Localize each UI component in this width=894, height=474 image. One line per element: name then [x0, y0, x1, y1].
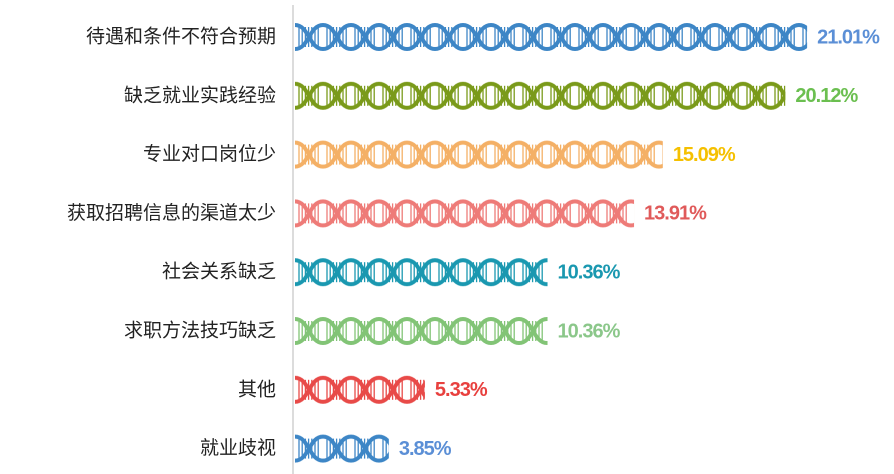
value-label: 20.12% [795, 85, 858, 107]
bar [295, 140, 663, 169]
category-label: 其他 [238, 378, 276, 400]
bar [295, 258, 548, 287]
category-label: 就业歧视 [200, 437, 276, 459]
value-label: 21.01% [817, 26, 880, 48]
value-label: 13.91% [644, 203, 707, 225]
value-label: 3.85% [399, 438, 452, 460]
bar [295, 23, 808, 51]
value-label: 10.36% [558, 261, 621, 283]
bar [295, 375, 425, 404]
bar [295, 199, 635, 228]
category-label: 专业对口岗位少 [143, 143, 276, 165]
category-label: 社会关系缺乏 [162, 261, 276, 283]
category-label: 求职方法技巧缺乏 [124, 320, 276, 342]
bar [295, 81, 786, 110]
category-label: 获取招聘信息的渠道太少 [67, 202, 276, 224]
value-label: 10.36% [558, 320, 621, 342]
category-label: 缺乏就业实践经验 [124, 84, 276, 106]
bar [295, 434, 389, 463]
value-label: 5.33% [435, 379, 488, 401]
category-label: 待遇和条件不符合预期 [86, 26, 276, 48]
bar [295, 317, 548, 345]
value-label: 15.09% [673, 144, 736, 166]
